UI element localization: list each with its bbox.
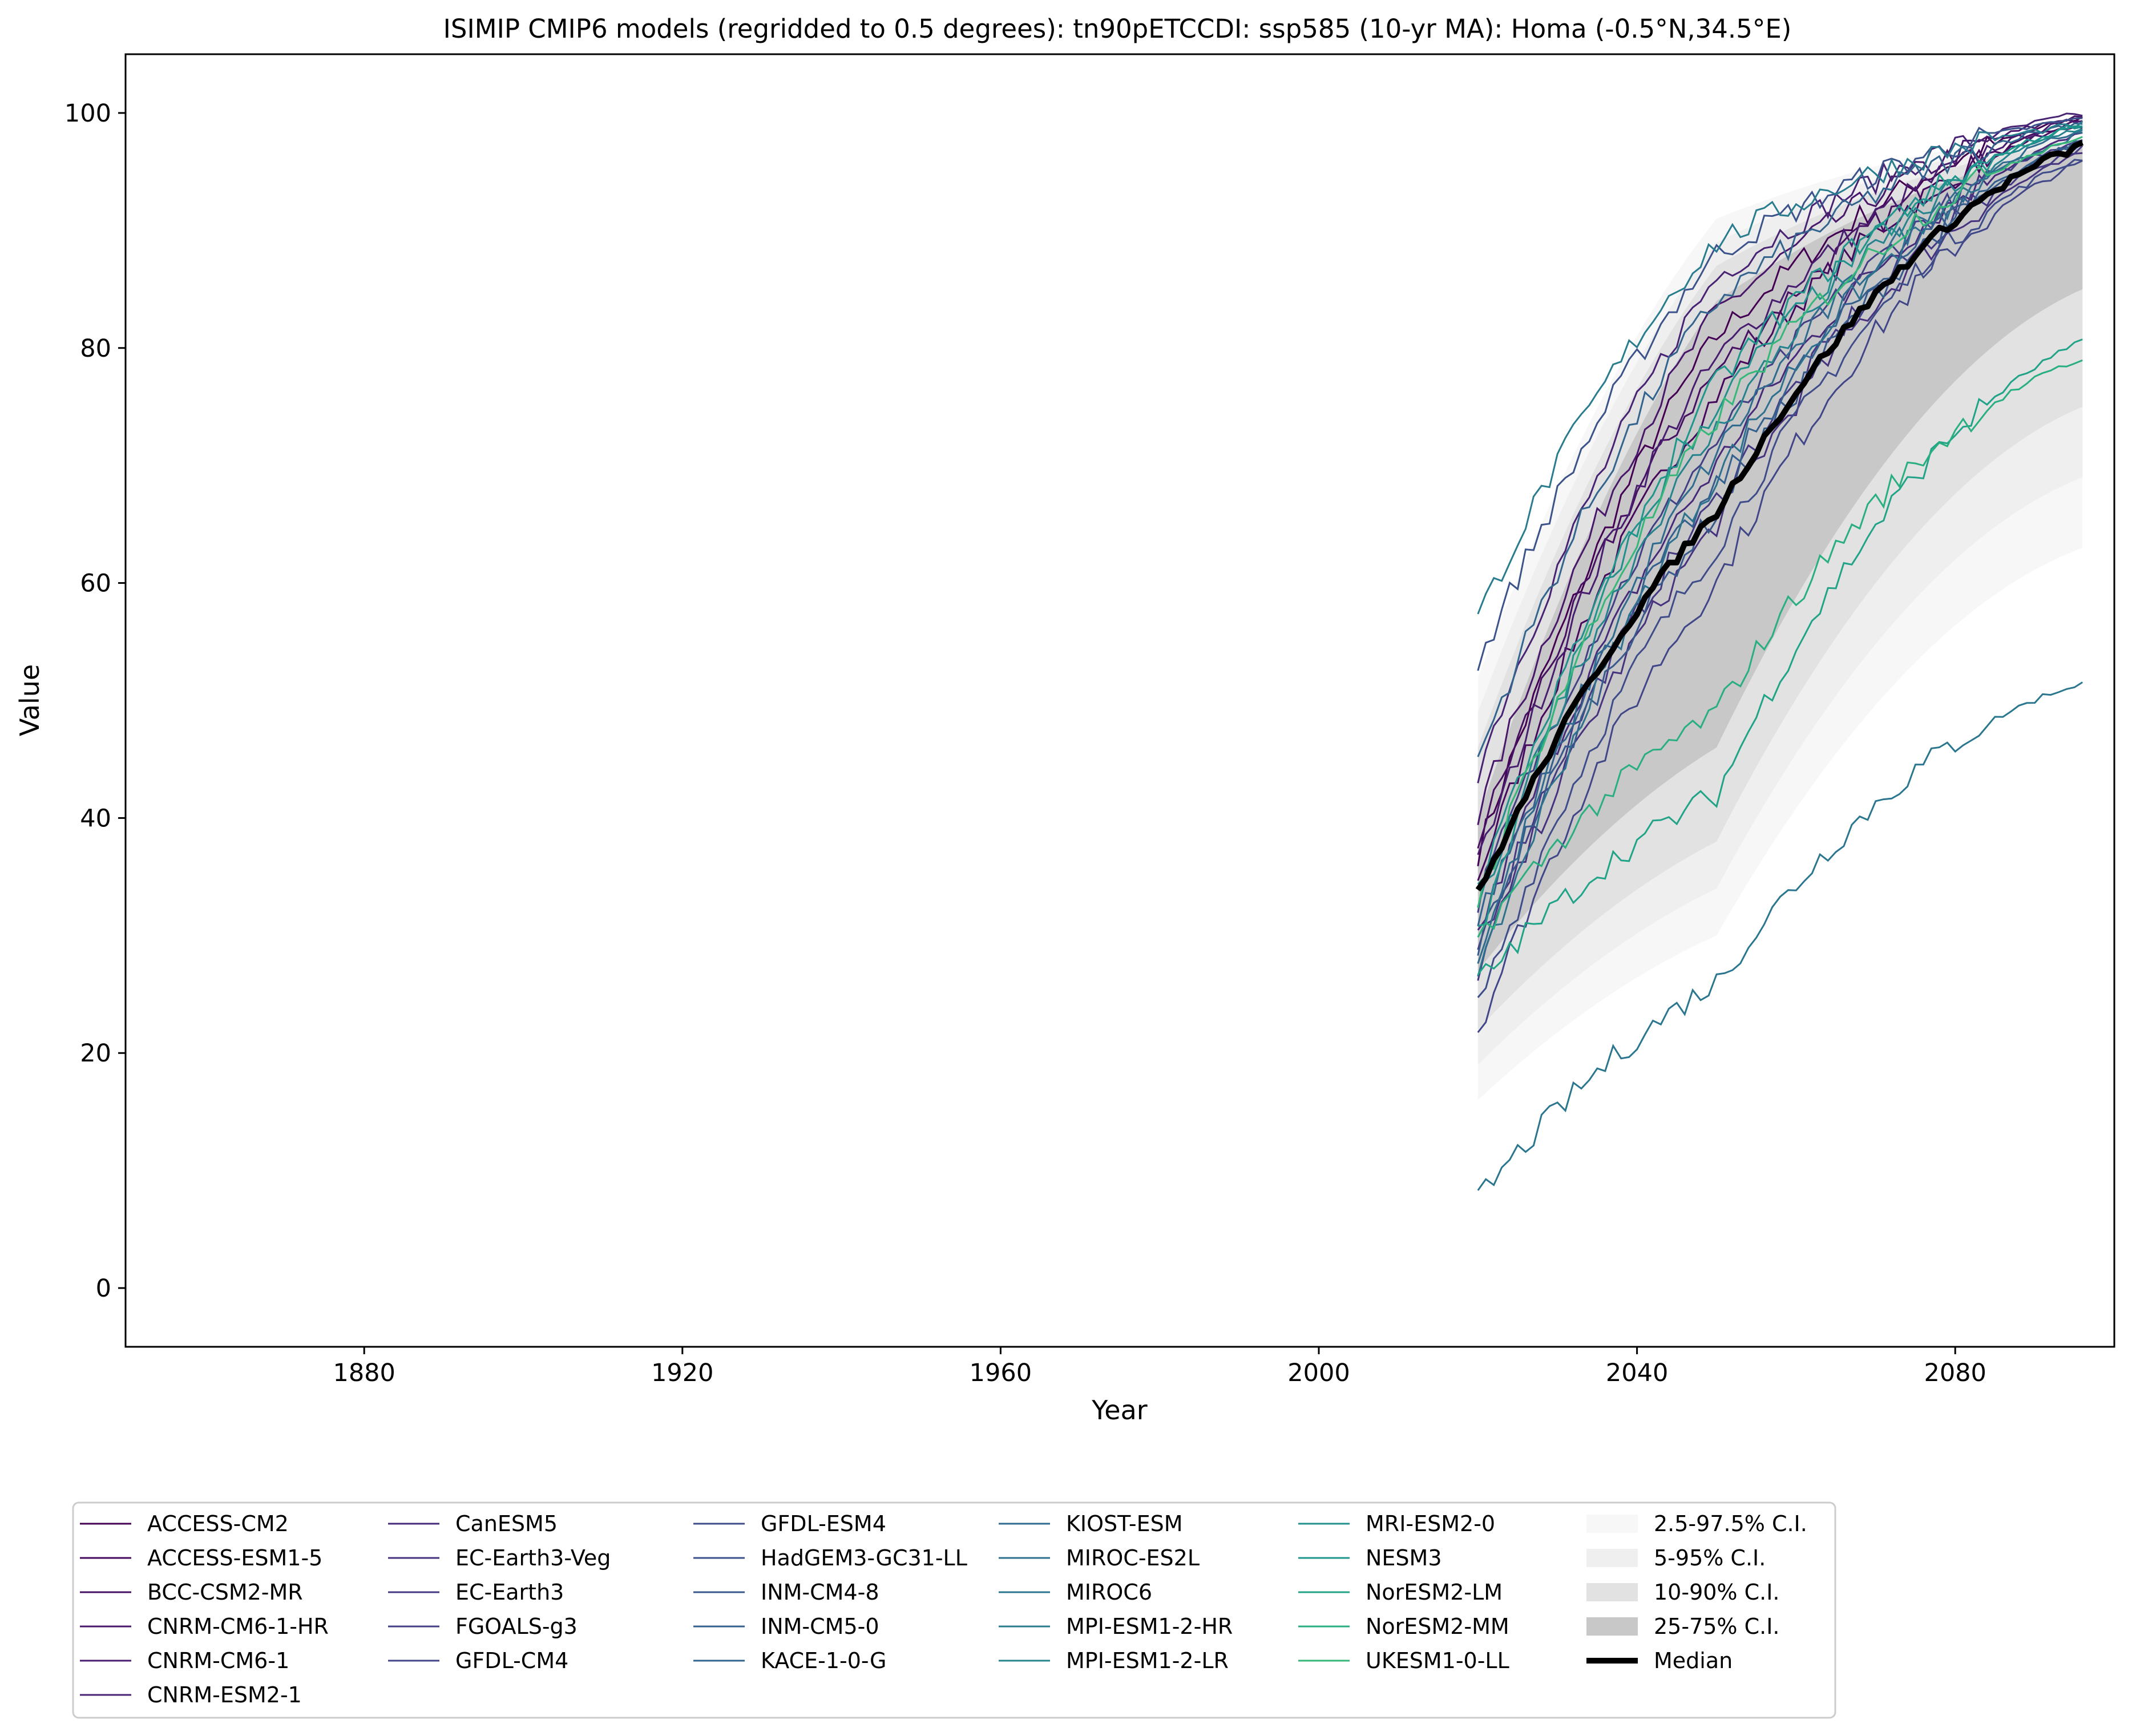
y-tick-label: 60 [80, 570, 111, 598]
x-tick-label: 2040 [1606, 1359, 1668, 1387]
legend-label: INM-CM4-8 [761, 1580, 879, 1605]
legend-label: CNRM-ESM2-1 [147, 1682, 302, 1707]
x-tick-label: 2080 [1924, 1359, 1986, 1387]
model-line-MPI-ESM1-2-HR [1477, 120, 2083, 615]
legend-label: GFDL-ESM4 [761, 1511, 886, 1536]
model-line-GFDL-CM4 [1477, 160, 2083, 1033]
legend-label: 5-95% C.I. [1654, 1545, 1766, 1571]
legend-swatch [1586, 1549, 1638, 1567]
y-tick-label: 20 [80, 1039, 111, 1068]
model-line-CNRM-ESM2-1 [1477, 112, 2083, 784]
legend-label: NorESM2-MM [1366, 1614, 1509, 1639]
legend-label: 2.5-97.5% C.I. [1654, 1511, 1807, 1536]
legend-label: KACE-1-0-G [761, 1648, 886, 1673]
legend-label: HadGEM3-GC31-LL [761, 1545, 967, 1571]
legend-label: 10-90% C.I. [1654, 1580, 1780, 1605]
legend-label: GFDL-CM4 [455, 1648, 568, 1673]
model-line-MIROC6 [1477, 681, 2083, 1191]
model-line-ACCESS-CM2 [1477, 116, 2083, 867]
legend-label: Median [1654, 1648, 1733, 1673]
legend-label: MPI-ESM1-2-LR [1066, 1648, 1229, 1673]
model-line-GFDL-ESM4 [1477, 159, 2083, 998]
model-line-EC-Earth3-Veg [1477, 152, 2083, 981]
legend-swatch [1586, 1583, 1638, 1601]
legend-label: EC-Earth3-Veg [455, 1545, 611, 1571]
plot-area [1475, 112, 2084, 1191]
legend-label: MIROC6 [1066, 1580, 1152, 1605]
legend-label: CNRM-CM6-1 [147, 1648, 289, 1673]
chart-title: ISIMIP CMIP6 models (regridded to 0.5 de… [443, 14, 1792, 44]
legend-label: CanESM5 [455, 1511, 558, 1536]
x-tick-label: 2000 [1287, 1359, 1350, 1387]
legend-label: ACCESS-ESM1-5 [147, 1545, 322, 1571]
model-line-NorESM2-MM [1477, 359, 2083, 938]
model-line-UKESM1-0-LL [1477, 136, 2083, 909]
x-axis: 1880 1920 1960 2000 2040 2080 [333, 1347, 1986, 1387]
x-axis-label: Year [1091, 1395, 1147, 1426]
model-line-NESM3 [1477, 125, 2083, 927]
legend-label: MPI-ESM1-2-HR [1066, 1614, 1233, 1639]
y-axis: 0 20 40 60 80 100 [64, 99, 126, 1303]
model-line-NorESM2-LM [1477, 338, 2083, 975]
model-line-CNRM-CM6-1 [1477, 119, 2083, 855]
x-tick-label: 1880 [333, 1359, 395, 1387]
legend-label: MIROC-ES2L [1066, 1545, 1200, 1571]
legend-label: CNRM-CM6-1-HR [147, 1614, 329, 1639]
legend: ACCESS-CM2 ACCESS-ESM1-5 BCC-CSM2-MR CNRM-C… [72, 1501, 1836, 1719]
median-line [1475, 140, 2084, 892]
legend-swatch [1586, 1515, 1638, 1533]
legend-label: FGOALS-g3 [455, 1614, 578, 1639]
legend-label: UKESM1-0-LL [1366, 1648, 1509, 1673]
y-tick-label: 40 [80, 804, 111, 833]
model-line-KACE-1-0-G [1477, 122, 2083, 757]
legend-label: ACCESS-CM2 [147, 1511, 289, 1536]
legend-label: 25-75% C.I. [1654, 1614, 1780, 1639]
model-line-INM-CM5-0 [1477, 140, 2083, 927]
legend-label: INM-CM5-0 [761, 1614, 879, 1639]
x-tick-label: 1920 [651, 1359, 713, 1387]
legend-label: NorESM2-LM [1366, 1580, 1503, 1605]
legend-label: BCC-CSM2-MR [147, 1580, 303, 1605]
legend-swatch [1586, 1617, 1638, 1636]
y-tick-label: 80 [80, 334, 111, 363]
y-axis-label: Value [14, 664, 45, 736]
x-tick-label: 1960 [970, 1359, 1032, 1387]
y-tick-label: 100 [64, 99, 111, 128]
legend-label: KIOST-ESM [1066, 1511, 1183, 1536]
y-tick-label: 0 [96, 1274, 111, 1303]
legend-label: EC-Earth3 [455, 1580, 564, 1605]
plot-frame [124, 53, 2115, 1348]
model-line-MIROC-ES2L [1477, 130, 2083, 977]
legend-frame [72, 1501, 1836, 1719]
legend-label: MRI-ESM2-0 [1366, 1511, 1495, 1536]
legend-label: NESM3 [1366, 1545, 1442, 1571]
